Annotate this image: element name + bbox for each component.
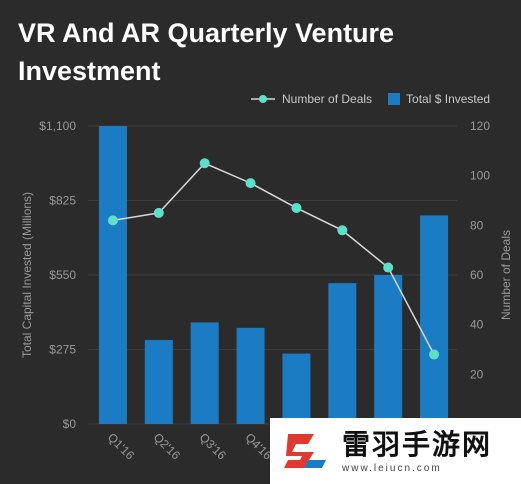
legend-label-deals: Number of Deals xyxy=(282,92,373,106)
legend-line-marker-icon xyxy=(251,95,275,103)
watermark-logo-icon xyxy=(276,422,334,480)
x-tick-label: Q2'16 xyxy=(151,430,184,463)
bar xyxy=(420,215,449,424)
legend-label-invested: Total $ Invested xyxy=(406,92,491,106)
left-axis-title: Total Capital Invested (Millions) xyxy=(20,192,34,358)
bar xyxy=(144,340,173,424)
watermark-name: 雷羽手游网 xyxy=(342,428,493,460)
chart-title: VR And AR Quarterly Venture Investment xyxy=(18,18,395,86)
right-tick-label: 60 xyxy=(470,268,484,282)
left-tick-label: $550 xyxy=(49,268,76,282)
bar xyxy=(98,126,127,424)
left-tick-label: $825 xyxy=(49,194,76,208)
left-tick-label: $275 xyxy=(49,343,76,357)
bar xyxy=(190,322,219,424)
deals-line xyxy=(112,162,435,355)
legend-item-deals: Number of Deals xyxy=(250,92,372,106)
right-tick-label: 120 xyxy=(470,119,490,133)
watermark-url: www.leiucn.com xyxy=(342,462,442,474)
right-axis-title: Number of Deals xyxy=(499,230,513,320)
deals-point xyxy=(199,158,210,169)
left-tick-label: $1,100 xyxy=(39,119,76,133)
bar xyxy=(236,327,265,424)
deals-point xyxy=(429,349,440,360)
deals-point xyxy=(153,207,164,218)
right-tick-label: 40 xyxy=(470,318,484,332)
bar xyxy=(282,353,311,424)
x-tick-label: Q3'16 xyxy=(197,430,230,463)
bar xyxy=(374,275,403,424)
deals-point xyxy=(245,178,256,189)
left-tick-label: $0 xyxy=(63,417,77,431)
chart-legend: Number of Deals Total $ Invested xyxy=(250,89,506,109)
x-tick-label: Q1'16 xyxy=(105,430,138,463)
right-tick-label: 100 xyxy=(470,169,490,183)
legend-bar-swatch-icon xyxy=(388,93,401,105)
deals-point xyxy=(383,262,394,273)
deals-point xyxy=(337,225,348,236)
watermark-text: 雷羽手游网 www.leiucn.com xyxy=(342,429,492,474)
legend-item-invested: Total $ Invested xyxy=(388,92,490,106)
right-tick-label: 80 xyxy=(470,218,484,232)
watermark: 雷羽手游网 www.leiucn.com xyxy=(270,418,521,484)
deals-point xyxy=(291,202,302,213)
deals-point xyxy=(107,215,118,226)
bar xyxy=(328,283,357,424)
right-tick-label: 20 xyxy=(470,367,484,381)
